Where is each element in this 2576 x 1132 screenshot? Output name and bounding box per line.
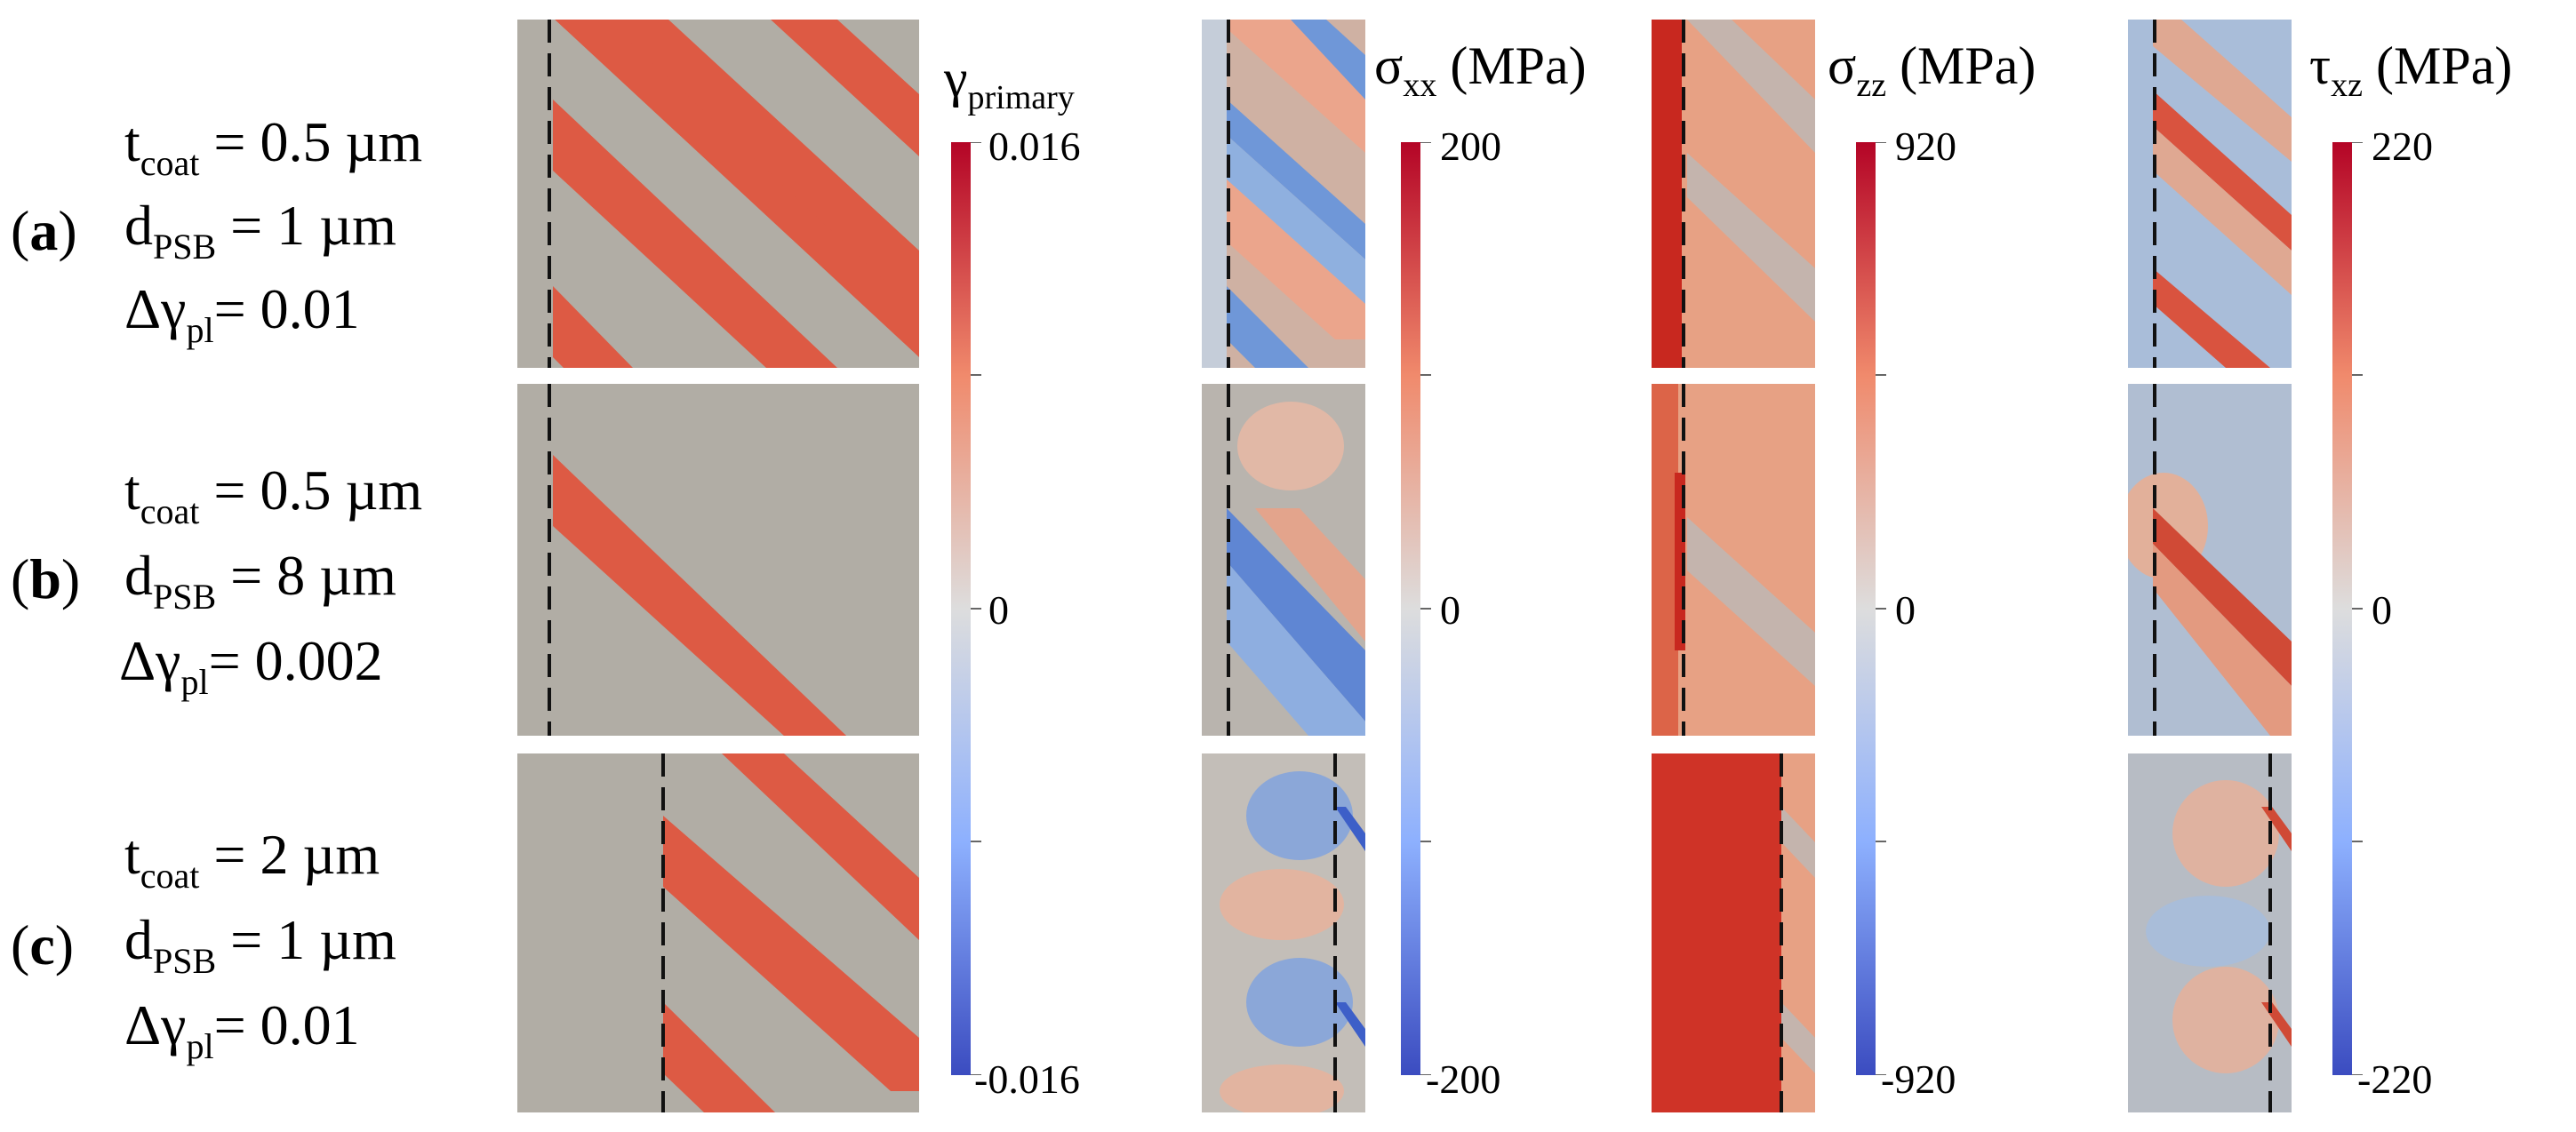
sxx-panel-b [1202, 384, 1365, 736]
stress-region [1335, 1002, 1365, 1047]
gamma-colorbar-title: γprimary [944, 49, 1075, 116]
sxx-panel-c [1202, 753, 1365, 1112]
row-a-tcoat: tcoat = 0.5 µm [124, 110, 423, 184]
stress-region [1781, 1002, 1815, 1073]
txz-colorbar-title: τxz (MPa) [2309, 36, 2513, 104]
gamma-panel-b [517, 384, 919, 736]
sxx-colorbar-mid: 0 [1440, 587, 1460, 633]
gamma-colorbar-min: -0.016 [974, 1056, 1080, 1102]
psb-band [553, 286, 633, 368]
stress-region [2261, 807, 2292, 851]
szz-colorbar-min: -920 [1881, 1056, 1956, 1102]
txz-colorbar [2332, 142, 2363, 1075]
psb-band [663, 816, 919, 1091]
szz-colorbar [1856, 142, 1886, 1075]
sxx-panel-a [1202, 20, 1365, 368]
szz-colorbar-mid: 0 [1895, 587, 1916, 633]
sxx-colorbar-max: 200 [1440, 124, 1501, 169]
row-b-label: (b) [11, 547, 81, 610]
psb-band [553, 473, 846, 736]
stress-region [1291, 20, 1365, 100]
row-a-label: (a) [11, 199, 77, 262]
stress-region [2153, 268, 2270, 368]
stress-region [2153, 20, 2292, 162]
psb-band [606, 20, 919, 313]
sxx-colorbar-min: -200 [1426, 1056, 1501, 1102]
row-a-dpsb: dPSB = 1 µm [124, 194, 396, 267]
row-b-tcoat: tcoat = 0.5 µm [124, 458, 423, 532]
stress-region [1227, 100, 1365, 259]
gamma-colorbar-max: 0.016 [988, 124, 1081, 169]
szz-colorbar-title: σzz (MPa) [1828, 36, 2036, 104]
row-b-dgamma: Δγpl= 0.002 [119, 629, 383, 703]
txz-colorbar-max: 220 [2372, 124, 2433, 169]
gamma-colorbar [951, 142, 981, 1075]
szz-panel-b [1652, 384, 1815, 736]
stress-region [1781, 807, 1815, 878]
stress-region [2153, 126, 2292, 295]
stress-region [2153, 91, 2292, 251]
txz-panel-b [2128, 384, 2292, 736]
stress-region [1227, 135, 1365, 304]
stress-region [1227, 508, 1365, 721]
txz-colorbar-min: -220 [2357, 1056, 2433, 1102]
stress-region [2261, 1002, 2292, 1047]
stress-region [1227, 562, 1365, 736]
szz-colorbar-max: 920 [1895, 124, 1956, 169]
txz-panel-c [2128, 753, 2292, 1112]
stress-region [2153, 508, 2292, 686]
sxx-colorbar-title: σxx (MPa) [1374, 36, 1587, 104]
stress-region [2153, 544, 2292, 736]
szz-panel-c [1652, 753, 1815, 1112]
stress-region [1227, 179, 1365, 339]
row-a-dgamma: Δγpl= 0.01 [124, 277, 360, 351]
gamma-colorbar-mid: 0 [988, 587, 1009, 633]
sxx-colorbar [1401, 142, 1431, 1075]
stress-region [1687, 20, 1815, 153]
psb-band [722, 753, 919, 940]
szz-panel-a [1652, 20, 1815, 368]
psb-band [553, 455, 846, 736]
row-c-label: (c) [11, 913, 75, 977]
psb-band [771, 20, 919, 156]
psb-band [553, 100, 837, 368]
row-c-tcoat: tcoat = 2 µm [124, 823, 380, 897]
txz-colorbar-mid: 0 [2372, 587, 2392, 633]
row-c-dpsb: dPSB = 1 µm [124, 908, 396, 982]
row-c-dgamma: Δγpl= 0.01 [124, 993, 360, 1067]
stress-region [1335, 807, 1365, 851]
txz-panel-a [2128, 20, 2292, 368]
gamma-panel-c [517, 753, 919, 1112]
stress-region [1227, 286, 1308, 368]
row-b-dpsb: dPSB = 8 µm [124, 544, 396, 618]
psb-band [663, 1002, 775, 1112]
stress-region [1687, 153, 1815, 322]
gamma-panel-a [517, 20, 919, 368]
stress-region [1687, 517, 1815, 686]
stress-region [1255, 508, 1365, 642]
